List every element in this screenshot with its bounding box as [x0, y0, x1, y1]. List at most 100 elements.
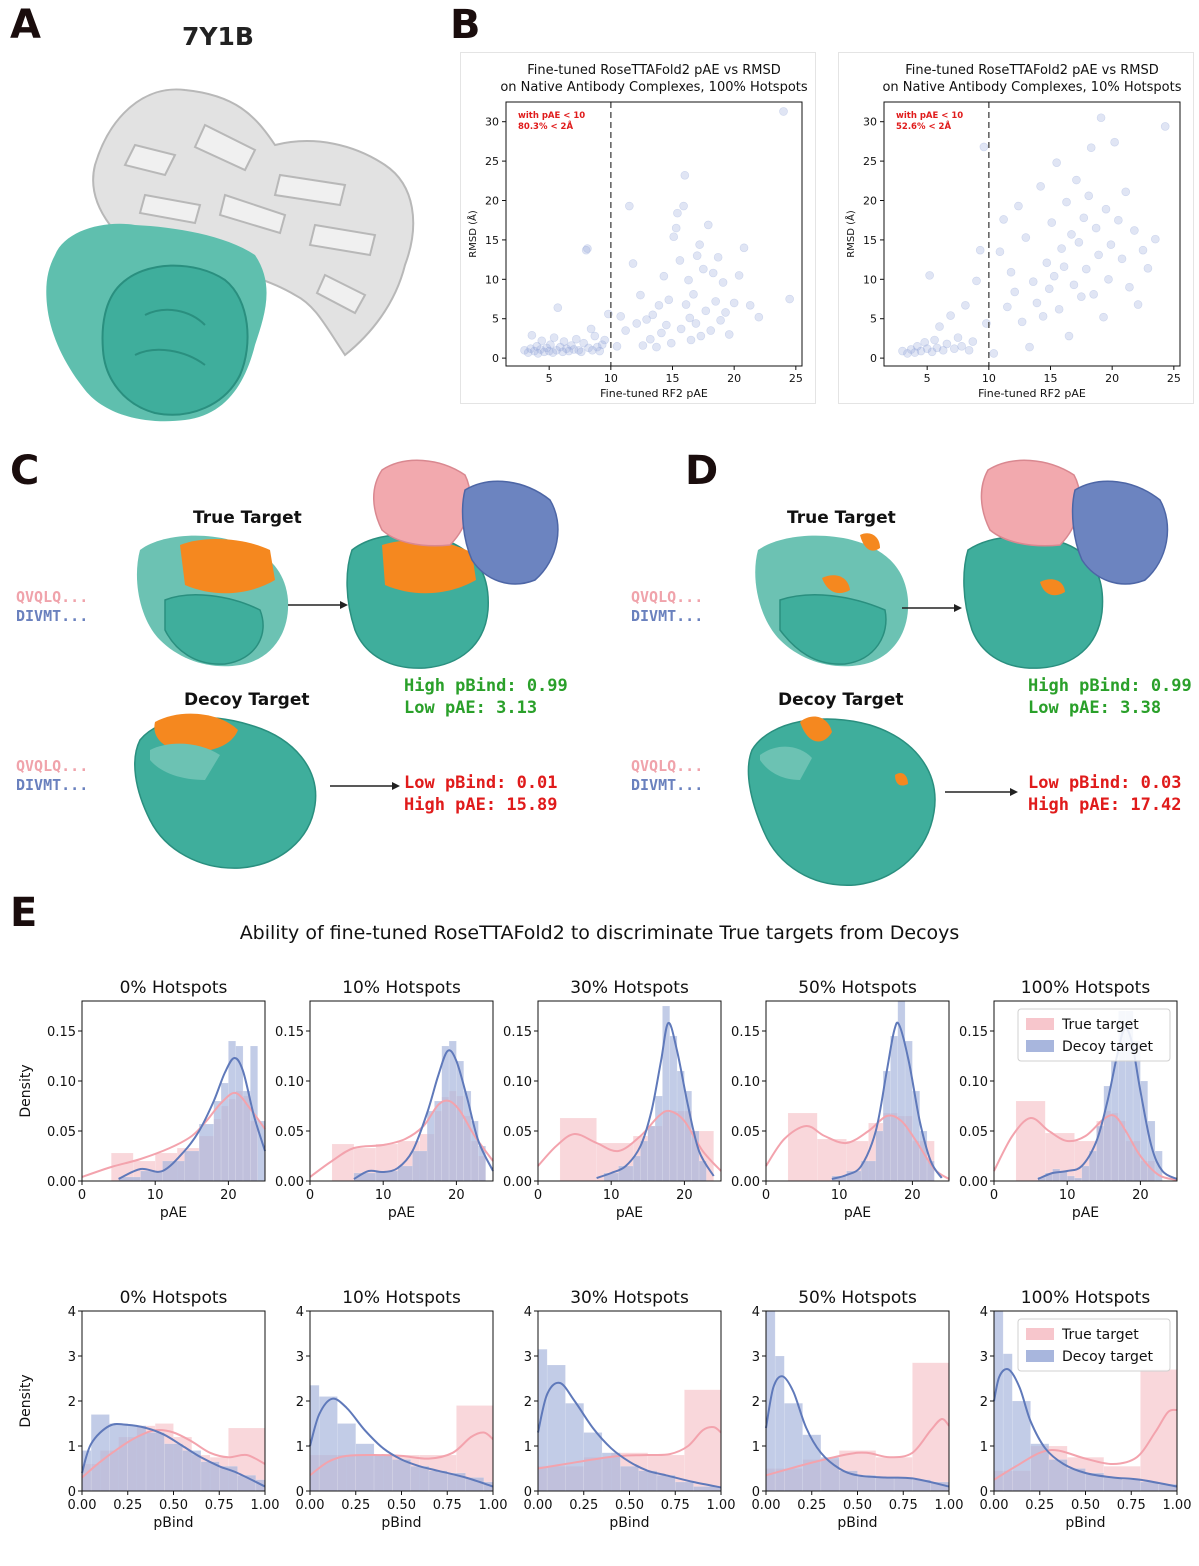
scatter-point — [696, 331, 706, 341]
scatter-point — [592, 342, 602, 352]
density-subplot: 100% Hotspots 0 10 20 0.00 0.05 0.10 0.15 pAE Tru… — [959, 978, 1178, 1221]
decoy-target-bar — [198, 1123, 215, 1182]
scatter-point — [703, 220, 713, 230]
scatter-point — [721, 308, 730, 317]
y-tick-label: 0.05 — [731, 1125, 760, 1140]
y-tick-label: 0.15 — [47, 1025, 76, 1040]
panel-c-decoy-pae: High pAE: 15.89 — [404, 795, 558, 815]
true-target-kde-line — [309, 1431, 494, 1477]
panel-c-complex-surface — [346, 459, 559, 669]
decoy-target-bar — [875, 1130, 884, 1182]
decoy-target-bar — [426, 1110, 435, 1182]
scatter-point — [938, 345, 948, 355]
scatter-point — [597, 340, 607, 350]
true-target-kde-line — [537, 1425, 722, 1470]
subplot-title: 50% Hotspots — [798, 1288, 917, 1308]
scatter-point — [569, 345, 579, 354]
y-tick-label: 0.05 — [47, 1125, 76, 1140]
scatter-title-line1: Fine-tuned RoseTTAFold2 pAE vs RMSD — [905, 63, 1159, 78]
scatter-point — [520, 345, 529, 355]
y-tick-label: 10 — [485, 273, 499, 286]
y-tick-label: 0.05 — [959, 1125, 988, 1140]
subplot-title: 30% Hotspots — [570, 978, 689, 998]
decoy-target-bar — [213, 1100, 222, 1182]
scatter-point — [1079, 213, 1089, 223]
decoy-target-bar — [654, 1095, 663, 1182]
scatter-point — [558, 347, 568, 357]
scatter-point — [548, 348, 558, 357]
panel-c-decoy-pbind: Low pBind: 0.01 — [404, 773, 558, 793]
scatter-ylabel: RMSD (Å) — [466, 210, 479, 258]
decoy-target-bar — [1066, 1175, 1075, 1182]
scatter-point — [979, 142, 989, 152]
legend-swatch-decoy — [1026, 1040, 1054, 1052]
scatter-point — [1114, 215, 1123, 225]
scatter-point — [1099, 312, 1108, 322]
y-tick-label: 0 — [492, 352, 499, 365]
legend-label-true: True target — [1061, 1327, 1139, 1343]
panel-d-true-light-seq: DIVMT... — [631, 607, 704, 625]
scatter-point — [544, 346, 554, 356]
decoy-target-bar — [109, 1423, 128, 1492]
scatter-point — [739, 243, 749, 253]
y-tick-label: 4 — [524, 1305, 532, 1320]
scatter-point — [666, 338, 676, 348]
subplot-title: 0% Hotspots — [120, 978, 228, 998]
scatter-frame — [460, 52, 816, 404]
x-tick-label: 0.00 — [524, 1498, 553, 1513]
x-tick-label: 10 — [147, 1188, 164, 1203]
scatter-point — [595, 346, 605, 356]
scatter-annotation-line2: 80.3% < 2Å — [518, 121, 573, 132]
scatter-point — [913, 341, 922, 351]
x-tick-label: 0.75 — [205, 1498, 234, 1513]
panel-c-decoy-target-surface — [134, 713, 317, 869]
panel-d-true-pbind: High pBind: 0.99 — [1028, 676, 1192, 696]
scatter-point — [957, 341, 966, 351]
scatter-point — [542, 343, 551, 353]
y-tick-label: 5 — [870, 313, 877, 326]
scatter-point — [1121, 187, 1131, 197]
subplot-xlabel: pBind — [381, 1515, 421, 1531]
scatter-point — [1021, 233, 1031, 242]
scatter-point — [953, 333, 963, 342]
scatter-point — [553, 303, 563, 312]
panel-c-arrow-1 — [288, 601, 348, 609]
scatter-point — [745, 301, 755, 310]
decoy-target-bar — [993, 1310, 1004, 1492]
decoy-target-bar — [410, 1466, 430, 1492]
scatter-point — [1032, 298, 1042, 308]
panel-d-decoy-pae: High pAE: 17.42 — [1028, 795, 1182, 815]
subplot-xlabel: pAE — [160, 1205, 187, 1221]
x-tick-label: 0.00 — [68, 1498, 97, 1513]
y-tick-label: 0.00 — [959, 1175, 988, 1190]
scatter-point — [713, 252, 723, 262]
panel-c-true-light-seq: DIVMT... — [16, 607, 89, 625]
x-tick-label: 0 — [306, 1188, 314, 1203]
decoy-target-bar — [434, 1100, 443, 1182]
scatter-point — [779, 107, 788, 116]
panel-c-true-pae: Low pAE: 3.13 — [404, 698, 538, 718]
decoy-target-bar — [893, 1477, 913, 1492]
scatter-point — [1117, 254, 1127, 264]
scatter-frame — [838, 52, 1194, 404]
y-tick-label: 2 — [752, 1395, 760, 1410]
y-tick-label: 0.15 — [731, 1025, 760, 1040]
scatter-point — [1106, 240, 1116, 249]
subplot-xlabel: pBind — [153, 1515, 193, 1531]
decoy-target-bar — [127, 1425, 147, 1492]
decoy-target-kde-line — [537, 1381, 722, 1489]
scatter-point — [652, 342, 661, 352]
panel-e-suptitle: Ability of fine-tuned RoseTTAFold2 to di… — [239, 922, 960, 944]
scatter-point — [932, 343, 942, 353]
scatter-point — [916, 346, 926, 356]
true-target-bar — [787, 1112, 818, 1182]
scatter-point — [1133, 300, 1143, 309]
scatter-ylabel: RMSD (Å) — [844, 210, 857, 258]
scatter-point — [1084, 191, 1094, 201]
decoy-target-bar — [441, 1045, 450, 1182]
scatter-point — [1110, 137, 1119, 147]
decoy-target-kde-line — [353, 1049, 494, 1180]
density-subplot: 30% Hotspots 0 10 20 0.00 0.05 0.10 0.15 pAE — [503, 978, 722, 1221]
scatter-point — [1052, 158, 1061, 167]
scatter-point — [785, 294, 794, 304]
